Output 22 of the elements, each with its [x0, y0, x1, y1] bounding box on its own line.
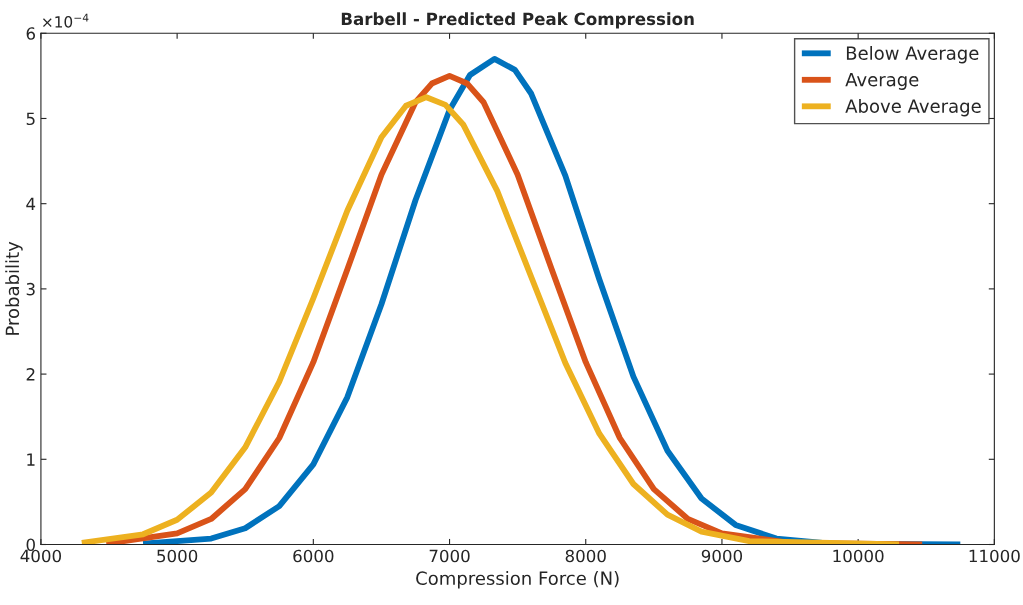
y-tick-label: 6 — [26, 27, 36, 40]
x-tick-label: 4000 — [20, 549, 62, 563]
y-tick-label: 5 — [26, 112, 35, 126]
y-tick-label: 0 — [26, 538, 35, 552]
x-tick-label: 10000 — [833, 549, 884, 563]
text: ×10$^{−4}$ — [43, 13, 89, 28]
chart-title: Barbell - Predicted Peak Compression — [341, 12, 694, 29]
y-tick-label: 1 — [27, 453, 35, 466]
x-tick-label: 5000 — [157, 549, 198, 563]
x-tick-label: 9000 — [701, 549, 743, 563]
y-tick-label: 2 — [26, 368, 35, 381]
legend-label: Below Average — [846, 45, 979, 64]
x-tick-label: 6000 — [293, 549, 334, 563]
x-tick-label: 8000 — [565, 549, 606, 563]
y-tick-label: 3 — [26, 282, 35, 296]
legend-label: Average — [845, 72, 919, 90]
y-axis-title: Probability — [5, 241, 23, 335]
legend-label: Above Average — [845, 98, 981, 117]
y-tick-label: 4 — [26, 197, 36, 211]
x-tick-label: 11000 — [969, 549, 1020, 563]
x-axis-title: Compression Force (N) — [416, 571, 619, 589]
x-tick-label: 7000 — [429, 549, 470, 563]
